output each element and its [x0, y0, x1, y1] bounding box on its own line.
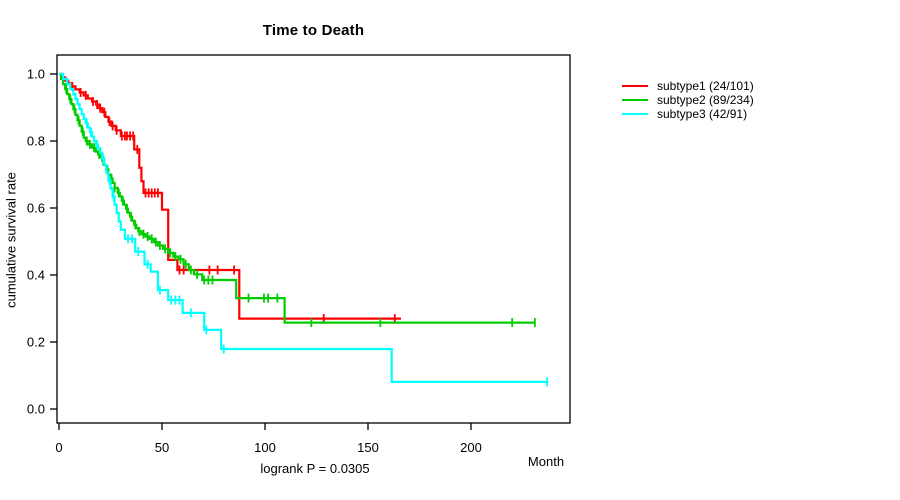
y-axis-tick-label: 0.2	[27, 335, 45, 350]
legend-item-subtype1: subtype1 (24/101)	[622, 79, 754, 93]
legend-label-subtype3: subtype3 (42/91)	[657, 107, 748, 121]
x-axis-tick-label: 150	[357, 440, 379, 455]
legend-line-swatch-subtype1	[622, 85, 648, 87]
legend: subtype1 (24/101) subtype2 (89/234) subt…	[622, 79, 754, 121]
km-curve-subtype2	[59, 72, 535, 324]
legend-label-subtype2: subtype2 (89/234)	[657, 93, 754, 107]
legend-line-swatch-subtype3	[622, 113, 648, 115]
y-axis-tick-label: 0.8	[27, 134, 45, 149]
plot-title: Time to Death	[262, 22, 365, 39]
x-axis-tick-label: 0	[55, 440, 62, 455]
logrank-p-note: logrank P = 0.0305	[260, 461, 370, 476]
plot-box	[56, 54, 571, 424]
y-axis-tick-label: 1.0	[27, 67, 45, 82]
legend-line-swatch-subtype2	[622, 99, 648, 101]
y-axis-label: cumulative survival rate	[3, 172, 19, 308]
y-axis-tick-label: 0.4	[27, 268, 45, 283]
x-axis-label: Month	[527, 454, 565, 469]
x-axis-tick-label: 200	[460, 440, 482, 455]
legend-label-subtype1: subtype1 (24/101)	[657, 79, 754, 93]
y-axis-tick-label: 0.0	[27, 402, 45, 417]
km-curve-subtype3	[59, 72, 548, 383]
legend-item-subtype3: subtype3 (42/91)	[622, 107, 754, 121]
x-axis-tick-label: 100	[254, 440, 276, 455]
legend-item-subtype2: subtype2 (89/234)	[622, 93, 754, 107]
x-axis-tick-label: 50	[155, 440, 169, 455]
y-axis-tick-label: 0.6	[27, 201, 45, 216]
km-curve-subtype1	[59, 72, 401, 320]
